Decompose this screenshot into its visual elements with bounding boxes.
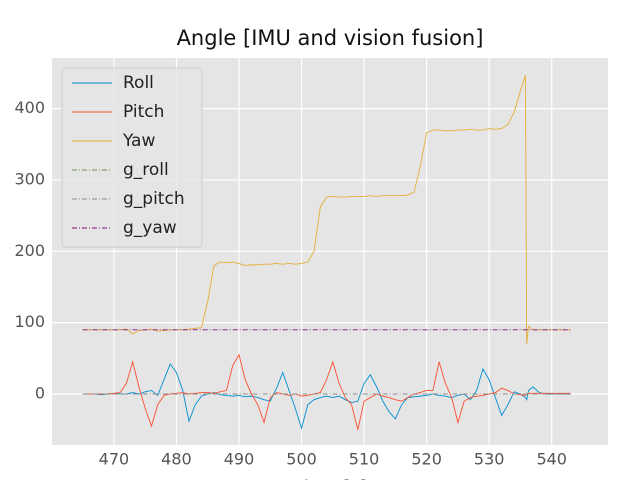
legend-box [61,67,203,248]
legend: Roll Pitch Yaw g_roll g_pitch g_yaw [61,67,203,248]
series-line [82,363,571,430]
legend-label: g_pitch [123,189,185,209]
legend-label: Pitch [123,102,164,122]
legend-label: g_roll [123,160,169,180]
y-tick-label: 200 [14,241,45,260]
grid [52,58,608,445]
y-tick-label: 300 [14,169,45,188]
x-tick-label: 510 [349,450,380,469]
x-tick-label: 500 [286,450,317,469]
y-tick-label: 400 [14,98,45,117]
chart-title: Angle [IMU and vision fusion] [177,26,484,50]
legend-label: Roll [123,73,154,93]
x-tick-label: 490 [224,450,255,469]
legend-label: Yaw [122,131,155,151]
x-tick-label: 470 [99,450,130,469]
x-tick-label: 540 [536,450,567,469]
x-offset-label: +1.618648e9 [498,478,608,480]
x-axis-label: Time [s] [292,477,366,480]
legend-label: g_yaw [123,218,177,238]
y-tick-label: 0 [35,383,45,402]
x-tick-label: 530 [474,450,505,469]
x-tick-label: 520 [411,450,442,469]
series-line [82,74,571,345]
x-tick-label: 480 [161,450,192,469]
series-line [82,353,571,430]
lines [82,74,571,430]
y-tick-label: 100 [14,312,45,331]
